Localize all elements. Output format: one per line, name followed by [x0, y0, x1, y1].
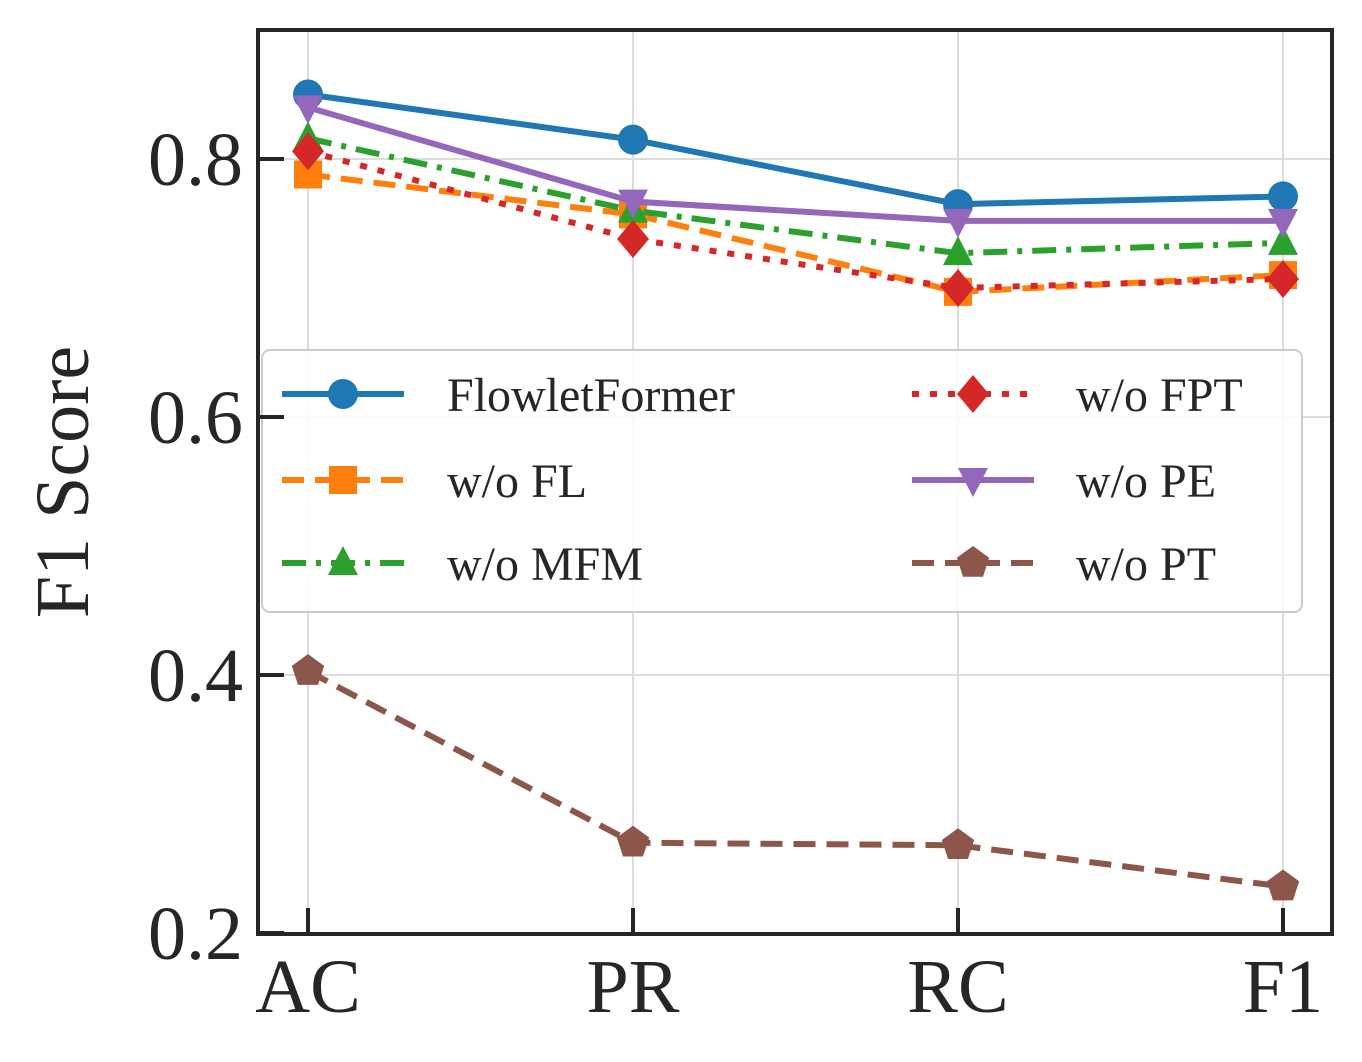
series-w-o-pt [291, 654, 1300, 901]
series-line [307, 135, 1284, 257]
axis-ticks: AC PR RC F1 0.2 0.4 0.6 0.8 [148, 118, 1323, 1029]
y-tick-label: 0.2 [148, 892, 243, 976]
series-w-o-fpt [292, 132, 1299, 307]
data-point [292, 132, 324, 171]
legend-label: w/o MFM [447, 538, 643, 591]
x-tick-label: RC [907, 945, 1008, 1029]
legend-marker [958, 468, 988, 497]
data-point [1268, 208, 1298, 238]
plot-frame [256, 28, 1334, 936]
series-w-o-pe [293, 95, 1298, 238]
data-point [941, 828, 975, 860]
x-tick-label: PR [587, 945, 680, 1029]
series-line [307, 91, 1284, 208]
legend-marker [957, 375, 989, 413]
y-tick-label: 0.6 [148, 376, 243, 460]
series-line [307, 148, 1284, 291]
data-point [618, 189, 648, 219]
legend-label: w/o PT [1076, 538, 1216, 591]
legend-marker [329, 466, 357, 494]
data-point [616, 825, 650, 857]
y-axis-title: F1 Score [21, 346, 105, 618]
legend-box [261, 349, 1303, 613]
data-point [1267, 259, 1299, 298]
y-tick-label: 0.8 [148, 118, 243, 202]
series-line [307, 104, 1283, 224]
series-layer [291, 79, 1300, 901]
data-point [943, 236, 973, 266]
legend-label: w/o FL [447, 455, 587, 508]
legend-label: w/o FPT [1076, 369, 1243, 422]
legend-marker [328, 546, 358, 575]
series-line [306, 668, 1284, 890]
y-tick-label: 0.4 [148, 634, 243, 718]
data-point [293, 95, 323, 125]
data-point [942, 269, 974, 307]
data-point [291, 654, 325, 685]
data-point [1266, 869, 1300, 901]
x-tick-label: F1 [1243, 945, 1323, 1029]
data-point [618, 124, 648, 155]
data-point [617, 219, 649, 258]
data-point [943, 208, 973, 238]
data-point [1268, 181, 1298, 212]
data-point [1268, 225, 1298, 255]
legend-marker [328, 379, 358, 409]
x-tick-label: AC [255, 945, 361, 1029]
legend-label: FlowletFormer [447, 369, 735, 422]
legend: FlowletFormer w/o FL w/o MFM w/o FPT w/o PE w… [261, 349, 1303, 613]
legend-marker [956, 546, 990, 577]
legend-label: w/o PE [1076, 455, 1216, 508]
